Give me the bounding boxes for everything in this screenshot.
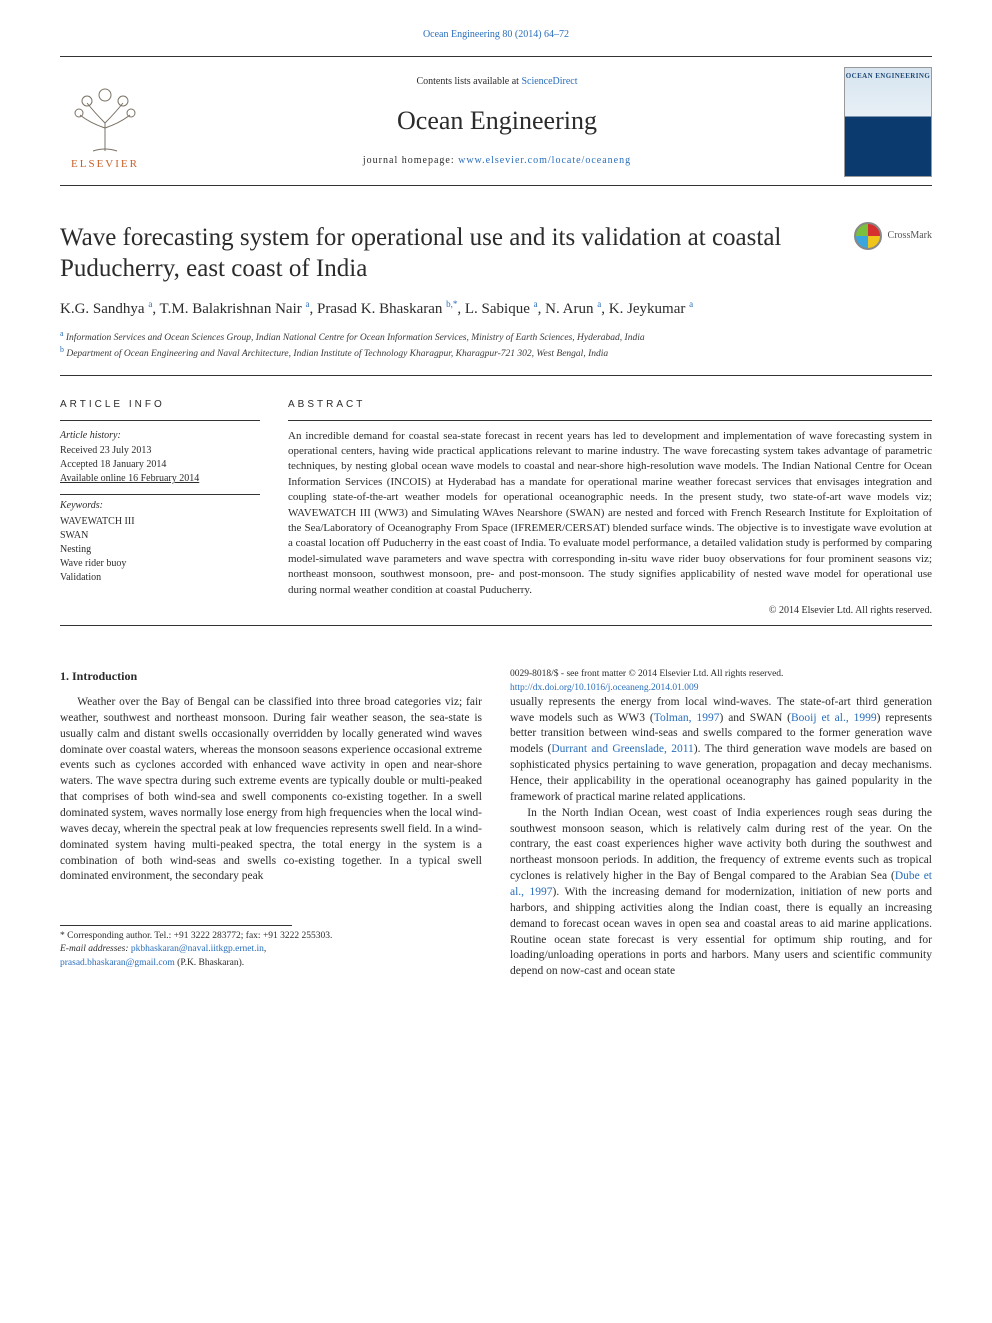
abstract-block: ABSTRACT An incredible demand for coasta… bbox=[288, 398, 932, 617]
keyword-item: Wave rider buoy bbox=[60, 557, 260, 571]
keywords-label: Keywords: bbox=[60, 494, 260, 513]
elsevier-tree-icon bbox=[65, 83, 145, 153]
keyword-item: WAVEWATCH III bbox=[60, 515, 260, 529]
article-info-heading: ARTICLE INFO bbox=[60, 398, 260, 412]
affiliation-line: a Information Services and Ocean Science… bbox=[60, 329, 932, 345]
sciencedirect-link[interactable]: ScienceDirect bbox=[521, 76, 577, 87]
corr-email-who: (P.K. Bhaskaran). bbox=[175, 958, 244, 968]
intro-para-3: In the North Indian Ocean, west coast of… bbox=[510, 806, 932, 980]
issn-doi-block: 0029-8018/$ - see front matter © 2014 El… bbox=[510, 668, 932, 694]
intro-para-1: Weather over the Bay of Bengal can be cl… bbox=[60, 695, 482, 885]
journal-name: Ocean Engineering bbox=[168, 103, 826, 138]
homepage-prefix: journal homepage: bbox=[363, 155, 458, 166]
citation-link[interactable]: Durrant and Greenslade, 2011 bbox=[551, 743, 693, 755]
email-line: E-mail addresses: pkbhaskaran@naval.iitk… bbox=[60, 943, 482, 956]
footnote-rule bbox=[60, 925, 292, 926]
journal-cover-title: OCEAN ENGINEERING bbox=[845, 72, 931, 81]
citation-link[interactable]: Tolman, 1997 bbox=[654, 712, 720, 724]
email-label: E-mail addresses: bbox=[60, 944, 131, 954]
article-history-item: Accepted 18 January 2014 bbox=[60, 458, 260, 472]
affiliation-line: b Department of Ocean Engineering and Na… bbox=[60, 345, 932, 361]
paper-title: Wave forecasting system for operational … bbox=[60, 222, 834, 285]
abstract-text: An incredible demand for coastal sea-sta… bbox=[288, 429, 932, 598]
crossmark-label: CrossMark bbox=[888, 229, 932, 243]
rule-below-affiliations bbox=[60, 375, 932, 376]
masthead: ELSEVIER Contents lists available at Sci… bbox=[60, 57, 932, 185]
doi-link[interactable]: http://dx.doi.org/10.1016/j.oceaneng.201… bbox=[510, 683, 699, 693]
crossmark-icon bbox=[854, 222, 882, 250]
email-sep: , bbox=[264, 944, 266, 954]
journal-cover-thumbnail: OCEAN ENGINEERING bbox=[844, 67, 932, 177]
article-info-rule bbox=[60, 420, 260, 421]
elsevier-wordmark: ELSEVIER bbox=[71, 157, 139, 172]
article-history-label: Article history: bbox=[60, 429, 260, 443]
citation-link[interactable]: Dube et al., 1997 bbox=[510, 870, 932, 898]
article-history-item: Available online 16 February 2014 bbox=[60, 472, 260, 486]
affiliations: a Information Services and Ocean Science… bbox=[60, 329, 932, 361]
section-heading-introduction: 1. Introduction bbox=[60, 668, 482, 685]
article-history-item: Received 23 July 2013 bbox=[60, 444, 260, 458]
intro-para-2: usually represents the energy from local… bbox=[510, 695, 932, 806]
abstract-rule bbox=[288, 420, 932, 421]
article-info-block: ARTICLE INFO Article history: Received 2… bbox=[60, 398, 260, 617]
rule-below-abstract bbox=[60, 625, 932, 626]
keyword-item: Nesting bbox=[60, 543, 260, 557]
footnotes-block: * Corresponding author. Tel.: +91 3222 2… bbox=[60, 925, 482, 969]
copyright-line: © 2014 Elsevier Ltd. All rights reserved… bbox=[288, 604, 932, 618]
corr-email-1[interactable]: pkbhaskaran@naval.iitkgp.ernet.in bbox=[131, 944, 264, 954]
issn-copyright: 0029-8018/$ - see front matter © 2014 El… bbox=[510, 668, 932, 681]
masthead-center: Contents lists available at ScienceDirec… bbox=[168, 75, 826, 167]
contents-prefix: Contents lists available at bbox=[416, 76, 521, 87]
running-head-citation: Ocean Engineering 80 (2014) 64–72 bbox=[60, 28, 932, 42]
body-two-column: 1. Introduction Weather over the Bay of … bbox=[60, 668, 932, 984]
corr-email-2[interactable]: prasad.bhaskaran@gmail.com bbox=[60, 958, 175, 968]
crossmark-widget[interactable]: CrossMark bbox=[854, 222, 932, 250]
masthead-rule-bottom bbox=[60, 185, 932, 186]
contents-lists-line: Contents lists available at ScienceDirec… bbox=[168, 75, 826, 89]
citation-link[interactable]: Booij et al., 1999 bbox=[791, 712, 877, 724]
keyword-item: Validation bbox=[60, 571, 260, 585]
corresponding-author-note: * Corresponding author. Tel.: +91 3222 2… bbox=[60, 930, 482, 943]
journal-homepage-line: journal homepage: www.elsevier.com/locat… bbox=[168, 154, 826, 168]
elsevier-logo: ELSEVIER bbox=[60, 72, 150, 172]
abstract-heading: ABSTRACT bbox=[288, 398, 932, 412]
keyword-item: SWAN bbox=[60, 529, 260, 543]
author-list: K.G. Sandhya a, T.M. Balakrishnan Nair a… bbox=[60, 298, 932, 319]
journal-homepage-link[interactable]: www.elsevier.com/locate/oceaneng bbox=[458, 155, 631, 166]
